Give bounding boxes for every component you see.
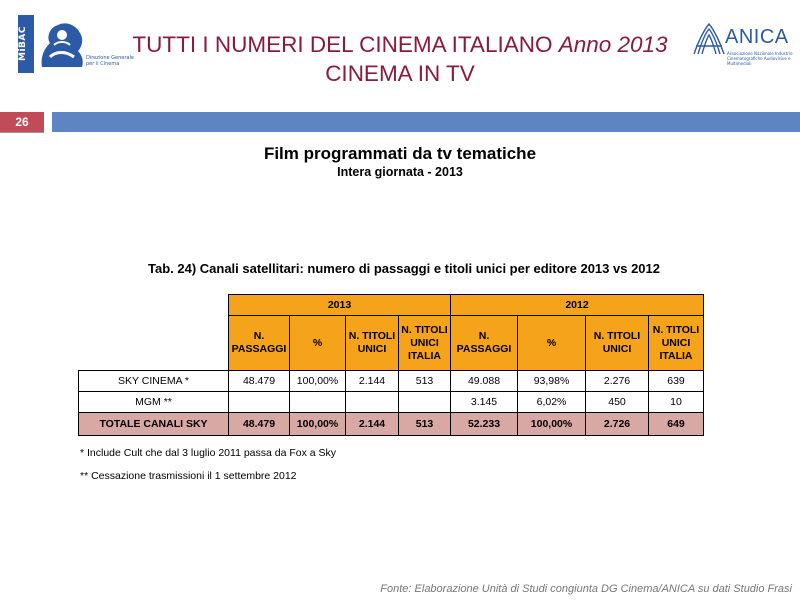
anica-logo: ANICA Associazione Nazionale Industrie C… xyxy=(690,20,795,72)
table-cell: 100,00% xyxy=(517,412,586,436)
table-cell: 100,00% xyxy=(289,412,346,436)
column-header: N. TITOLI UNICI ITALIA xyxy=(648,315,704,371)
table-cell: 513 xyxy=(398,370,451,392)
table-cell: 450 xyxy=(585,391,649,413)
table-cell: 6,02% xyxy=(517,391,586,413)
anica-subtitle: Associazione Nazionale Industrie Cinemat… xyxy=(727,51,793,66)
total-row: TOTALE CANALI SKY 48.479 100,00% 2.144 5… xyxy=(78,412,704,436)
section-heading: Film programmati da tv tematiche xyxy=(263,144,537,163)
table-cell: 48.479 xyxy=(228,370,290,392)
table-cell: 93,98% xyxy=(517,370,586,392)
table-cell: 2.726 xyxy=(585,412,649,436)
table-row: MGM ** 3.145 6,02% 450 10 xyxy=(78,391,704,413)
table-cell: 513 xyxy=(398,412,451,436)
table-cell: 2.144 xyxy=(345,370,399,392)
page-title: TUTTI I NUMERI DEL CINEMA ITALIANO Anno … xyxy=(120,30,680,88)
section-subheading: Intera giornata - 2013 xyxy=(337,165,463,179)
column-header: N. TITOLI UNICI ITALIA xyxy=(398,315,451,371)
page-number-badge: 26 xyxy=(0,112,44,132)
table-cell: 10 xyxy=(648,391,704,413)
table-cell xyxy=(228,391,290,413)
column-header: % xyxy=(289,315,346,371)
mibac-logo-text: MiBAC xyxy=(18,15,34,73)
table-cell: 100,00% xyxy=(289,370,346,392)
anica-emblem-icon xyxy=(693,22,725,55)
row-label: SKY CINEMA * xyxy=(78,370,229,392)
table-corner xyxy=(79,295,229,316)
divider xyxy=(0,132,44,133)
footnote: ** Cessazione trasmissioni il 1 settembr… xyxy=(80,470,297,482)
title-line-1: TUTTI I NUMERI DEL CINEMA ITALIANO Anno … xyxy=(132,32,668,57)
table-cell: 52.233 xyxy=(450,412,518,436)
table-corner xyxy=(79,316,229,371)
header-band xyxy=(52,112,800,132)
table-cell: 2.276 xyxy=(585,370,649,392)
footnote: * Include Cult che dal 3 luglio 2011 pas… xyxy=(80,447,337,459)
table-cell: 639 xyxy=(648,370,704,392)
table-cell xyxy=(398,391,451,413)
table-cell xyxy=(289,391,346,413)
column-header: % xyxy=(517,315,586,371)
column-header: N. TITOLI UNICI xyxy=(585,315,649,371)
row-label: MGM ** xyxy=(78,391,229,413)
table-cell: 3.145 xyxy=(450,391,518,413)
row-label: TOTALE CANALI SKY xyxy=(78,412,229,436)
year-header-2013: 2013 xyxy=(228,294,451,316)
data-table: 2013 2012 N. PASSAGGI % N. TITOLI UNICI … xyxy=(78,294,704,436)
anica-name: ANICA xyxy=(725,26,789,48)
table-cell: 48.479 xyxy=(228,412,290,436)
source-note: Fonte: Elaborazione Unità di Studi congi… xyxy=(380,583,792,595)
title-line-2: CINEMA IN TV xyxy=(325,61,475,86)
mibac-logo: MiBAC Direzione Generale per il Cinema xyxy=(18,15,138,75)
table-cell: 649 xyxy=(648,412,704,436)
column-header: N. PASSAGGI xyxy=(450,315,518,371)
mibac-directorate-label: Direzione Generale per il Cinema xyxy=(86,55,134,67)
mibac-emblem-icon xyxy=(41,23,83,68)
table-cell xyxy=(345,391,399,413)
title-year: Anno 2013 xyxy=(558,32,668,57)
table-row: SKY CINEMA * 48.479 100,00% 2.144 513 49… xyxy=(78,370,704,392)
year-header-2012: 2012 xyxy=(450,294,704,316)
table-cell: 2.144 xyxy=(345,412,399,436)
column-header: N. PASSAGGI xyxy=(228,315,290,371)
table-cell: 49.088 xyxy=(450,370,518,392)
table-caption: Tab. 24) Canali satellitari: numero di p… xyxy=(148,261,660,276)
column-header: N. TITOLI UNICI xyxy=(345,315,399,371)
